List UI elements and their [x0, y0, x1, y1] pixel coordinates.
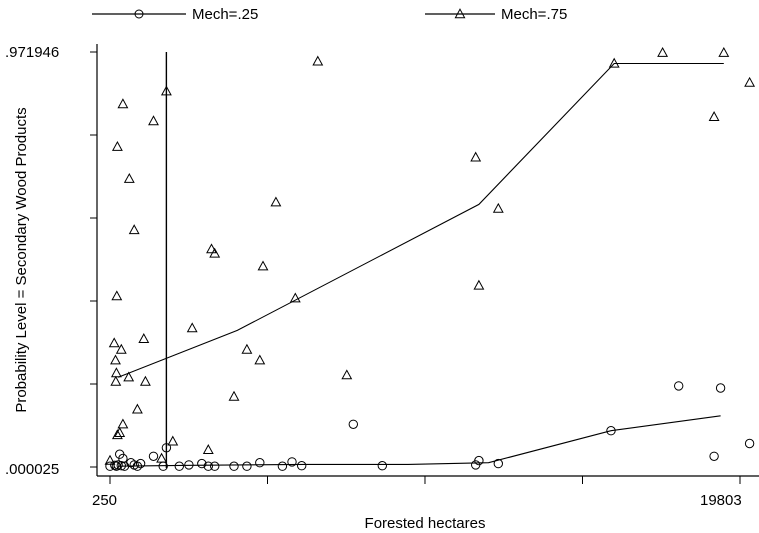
point-series-0-26	[348, 419, 358, 429]
series-0	[105, 381, 755, 471]
point-series-1-32	[312, 55, 324, 66]
point-series-1-0	[104, 454, 116, 465]
point-series-1-5	[111, 290, 123, 301]
point-series-1-30	[270, 196, 282, 207]
point-series-1-22	[186, 322, 198, 333]
point-series-1-2	[110, 354, 121, 365]
point-series-1-19	[156, 452, 168, 463]
point-series-1-10	[117, 418, 129, 429]
y-tick-label-bottom: .000025	[5, 461, 59, 478]
point-series-1-27	[241, 343, 253, 354]
fit-line-series-0	[118, 415, 721, 467]
axes: .971946 .000025 250 19803 Forested hecta…	[5, 44, 759, 532]
point-series-1-8	[114, 427, 126, 437]
point-series-1-12	[123, 371, 135, 382]
legend-item-series-0: Mech=.25	[92, 6, 258, 23]
point-series-0-16	[184, 460, 194, 470]
point-series-1-13	[123, 172, 135, 183]
point-series-1-38	[657, 46, 669, 57]
point-series-1-6	[111, 140, 123, 151]
point-series-0-30	[493, 458, 503, 469]
point-series-0-22	[255, 458, 265, 468]
x-ticks	[109, 476, 741, 484]
point-series-0-29	[474, 455, 484, 466]
fit-line-series-1	[117, 62, 724, 378]
y-axis-title: Probability Level = Secondary Wood Produ…	[13, 107, 30, 412]
point-series-0-34	[715, 383, 726, 393]
point-series-0-18	[203, 461, 214, 471]
point-series-0-31	[606, 426, 616, 436]
point-series-0-11	[135, 458, 146, 469]
point-series-0-10	[132, 461, 143, 471]
point-series-1-41	[744, 76, 756, 87]
point-series-0-21	[242, 461, 252, 471]
point-series-1-37	[608, 57, 620, 68]
point-series-1-18	[148, 115, 159, 126]
point-series-0-27	[377, 461, 387, 471]
point-series-1-35	[473, 279, 485, 290]
point-series-1-24	[206, 243, 217, 254]
legend-item-series-1: Mech=.75	[425, 6, 567, 23]
point-series-1-16	[138, 333, 150, 343]
point-series-1-34	[470, 151, 482, 162]
point-series-1-7	[111, 429, 123, 440]
point-series-1-14	[128, 224, 140, 235]
point-series-0-1	[110, 460, 120, 470]
x-tick-label-left: 250	[92, 492, 117, 509]
point-series-0-5	[116, 461, 127, 471]
legend-label-series-1: Mech=.75	[501, 6, 567, 23]
series-1	[104, 46, 756, 465]
point-series-1-4	[110, 367, 122, 378]
plot-area	[104, 46, 756, 471]
point-series-1-36	[492, 202, 504, 213]
point-series-1-33	[341, 369, 353, 380]
legend-triangle-marker	[454, 8, 466, 19]
point-series-1-3	[110, 375, 122, 386]
point-series-0-12	[148, 451, 159, 461]
point-series-1-29	[257, 260, 269, 271]
point-series-1-25	[209, 247, 221, 258]
point-series-1-1	[108, 337, 120, 348]
point-series-0-35	[744, 438, 755, 449]
point-series-0-23	[277, 461, 288, 471]
point-series-0-19	[210, 461, 220, 471]
point-series-1-28	[254, 354, 266, 365]
x-tick-label-right: 19803	[700, 492, 742, 509]
legend-label-series-0: Mech=.25	[192, 6, 258, 23]
point-series-1-20	[160, 85, 172, 96]
point-series-1-31	[289, 292, 301, 303]
point-series-0-25	[297, 461, 307, 471]
point-series-0-17	[197, 458, 207, 469]
legend-circle-marker	[134, 9, 144, 19]
point-series-1-26	[228, 390, 240, 401]
x-axis-title: Forested hectares	[365, 515, 486, 532]
point-series-0-32	[674, 381, 684, 391]
legend: Mech=.25 Mech=.75	[92, 6, 567, 23]
point-series-1-9	[115, 343, 127, 354]
point-series-1-11	[117, 98, 129, 109]
point-series-1-15	[131, 403, 143, 414]
y-tick-label-top: .971946	[5, 44, 59, 61]
point-series-1-39	[708, 111, 720, 121]
point-series-0-24	[287, 457, 297, 467]
point-series-1-23	[202, 444, 214, 454]
point-series-0-20	[229, 461, 239, 471]
point-series-0-15	[174, 461, 185, 471]
y-ticks	[90, 51, 97, 468]
point-series-1-17	[139, 375, 151, 386]
point-series-1-40	[718, 46, 730, 57]
point-series-0-14	[161, 443, 172, 453]
point-series-1-21	[167, 435, 179, 446]
point-series-0-33	[709, 451, 719, 461]
